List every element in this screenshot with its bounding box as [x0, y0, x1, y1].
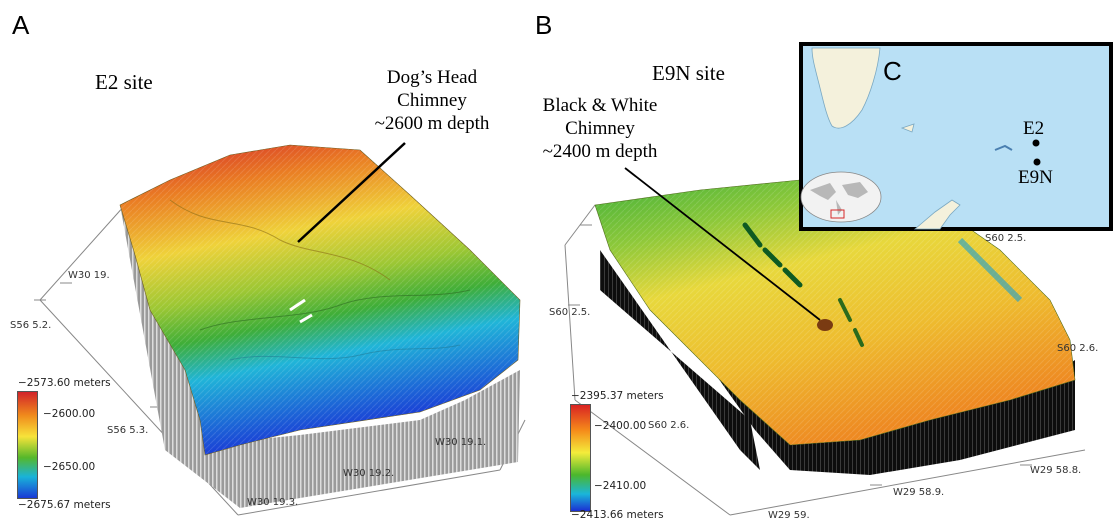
axis-label: W29 58.8.: [1030, 465, 1082, 476]
panel-a-colorbar-max: −2573.60 meters: [18, 377, 111, 389]
axis-label: W30 19.2.: [343, 468, 395, 479]
panel-b-letter: B: [535, 10, 553, 40]
axis-label: W29 59.: [768, 510, 810, 521]
panel-b-bathymetry: [564, 179, 1086, 516]
panel-a-pointer-line: [297, 142, 406, 243]
axis-label: W30 19.3.: [247, 497, 299, 508]
axis-label: W29 58.9.: [893, 487, 945, 498]
panel-a-bathymetry: [34, 144, 526, 516]
panel-a-colorbar-tick: −2650.00: [43, 461, 96, 473]
panel-a-letter: A: [12, 10, 30, 40]
panel-c-letter: C: [883, 56, 902, 86]
panel-b-colorbar-max: −2395.37 meters: [571, 390, 664, 402]
e2-site-marker: [1032, 139, 1040, 147]
panel-b-colorbar-tick: −2410.00: [594, 480, 647, 492]
panel-a-colorbar: [17, 391, 38, 499]
e9n-site-marker: [1033, 158, 1041, 166]
axis-label: W30 19.: [68, 270, 110, 281]
e2-site-label: E2: [1023, 118, 1045, 139]
axis-label: S60 2.6.: [648, 420, 690, 431]
axis-label: S56 5.2.: [10, 320, 52, 331]
axis-label: S60 2.6.: [1057, 343, 1099, 354]
panel-b-colorbar-tick: −2400.00: [594, 420, 647, 432]
panel-b-site-title: E9N site: [652, 61, 725, 85]
panel-c-inset-map: [799, 42, 1113, 231]
panel-b-pointer-line: [624, 167, 821, 321]
panel-b-annotation: Black & White Chimney ~2400 m depth: [542, 95, 658, 162]
panel-a-annotation: Dog’s Head Chimney ~2600 m depth: [374, 67, 490, 134]
e9n-site-label: E9N: [1018, 167, 1053, 188]
axis-label: S56 5.3.: [107, 425, 149, 436]
axis-label: W30 19.1.: [435, 437, 487, 448]
axis-label: S60 2.5.: [985, 233, 1027, 244]
panel-a-colorbar-tick: −2600.00: [43, 408, 96, 420]
panel-a-site-title: E2 site: [95, 70, 153, 94]
panel-b-colorbar-min: −2413.66 meters: [571, 509, 664, 521]
panel-a-colorbar-min: −2675.67 meters: [18, 499, 111, 511]
axis-label: S60 2.5.: [549, 307, 591, 318]
panel-b-colorbar: [570, 404, 591, 512]
